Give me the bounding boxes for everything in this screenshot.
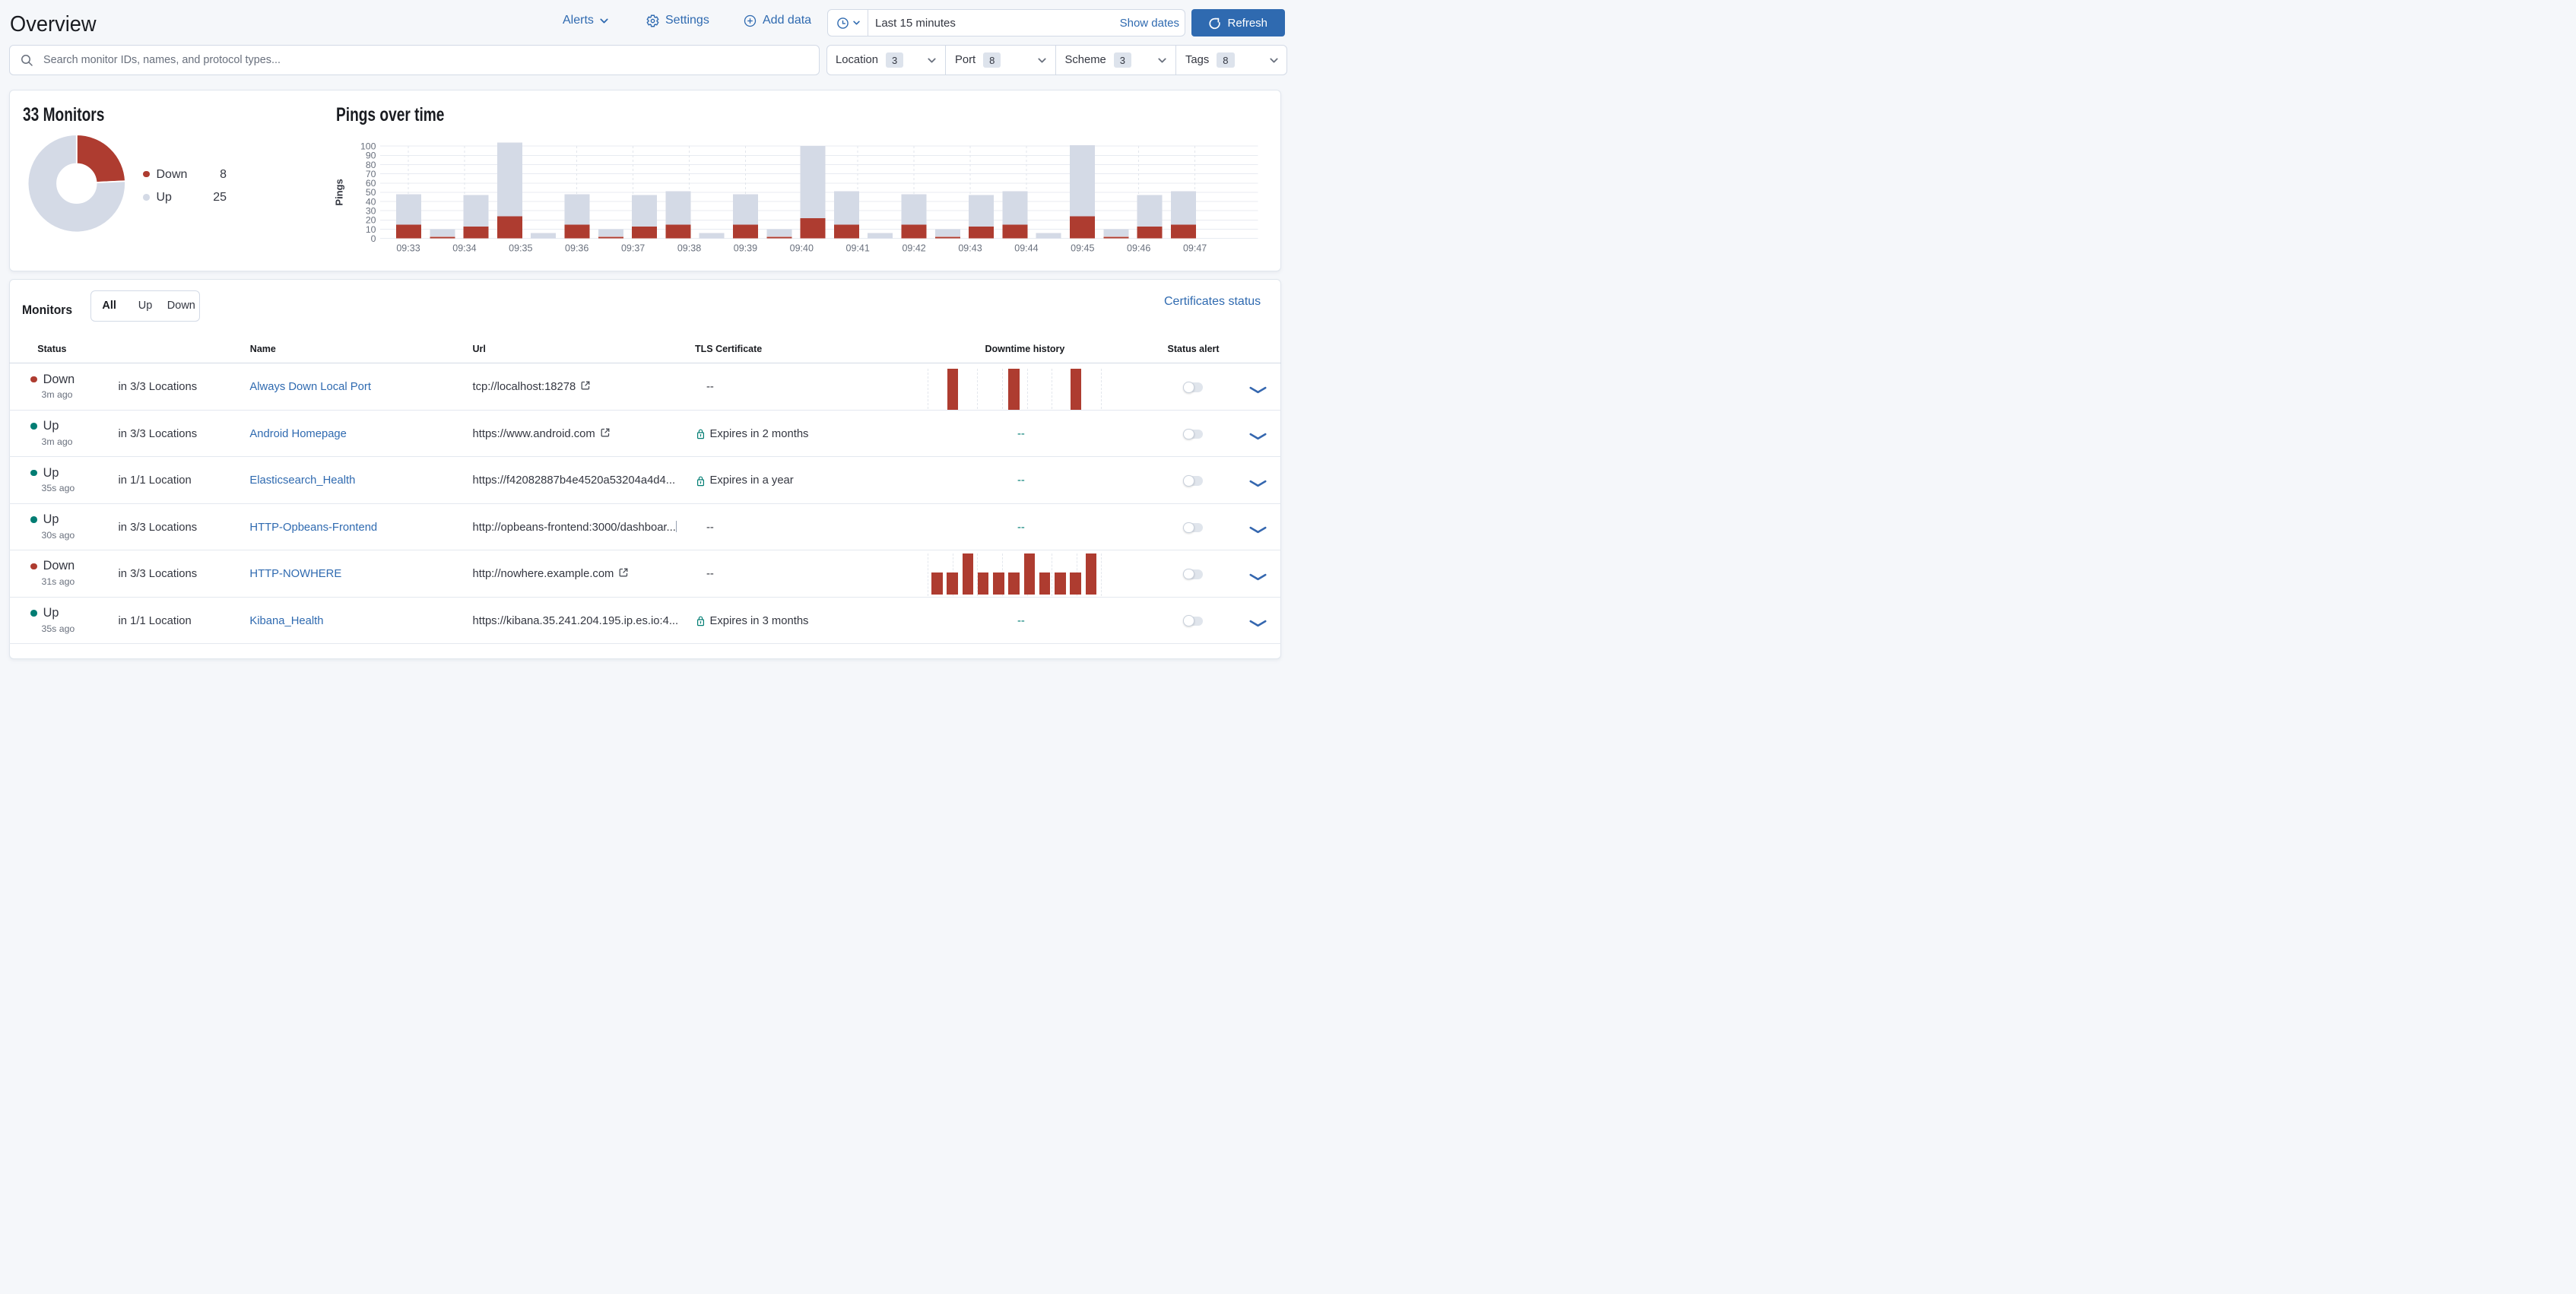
svg-text:Pings: Pings (335, 179, 345, 205)
svg-text:09:43: 09:43 (958, 243, 982, 254)
svg-text:09:40: 09:40 (790, 243, 814, 254)
svg-text:70: 70 (366, 169, 376, 179)
svg-text:50: 50 (366, 187, 376, 198)
svg-text:09:37: 09:37 (621, 243, 645, 254)
svg-text:09:46: 09:46 (1127, 243, 1150, 254)
svg-text:09:35: 09:35 (509, 243, 532, 254)
svg-text:10: 10 (366, 224, 376, 235)
svg-text:30: 30 (366, 206, 376, 217)
svg-text:09:39: 09:39 (734, 243, 757, 254)
svg-text:09:41: 09:41 (846, 243, 870, 254)
svg-text:09:38: 09:38 (677, 243, 701, 254)
svg-text:80: 80 (366, 160, 376, 170)
svg-text:100: 100 (360, 141, 376, 152)
svg-text:09:45: 09:45 (1071, 243, 1094, 254)
svg-text:60: 60 (366, 178, 376, 189)
svg-text:09:47: 09:47 (1183, 243, 1207, 254)
svg-text:0: 0 (371, 233, 376, 244)
svg-text:09:44: 09:44 (1014, 243, 1038, 254)
svg-text:40: 40 (366, 196, 376, 207)
svg-text:09:42: 09:42 (902, 243, 925, 254)
svg-text:09:33: 09:33 (396, 243, 420, 254)
svg-text:20: 20 (366, 215, 376, 226)
svg-text:09:34: 09:34 (452, 243, 476, 254)
svg-text:90: 90 (366, 151, 376, 161)
svg-text:09:36: 09:36 (565, 243, 588, 254)
